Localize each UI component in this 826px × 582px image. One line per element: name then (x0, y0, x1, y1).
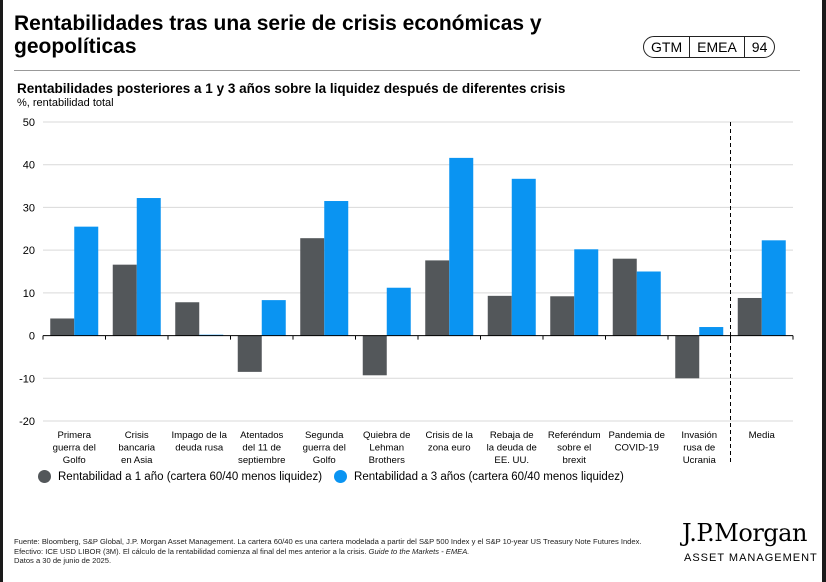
x-category-label: Crisis bancaria en Asia (118, 430, 155, 466)
x-category-label: Rebaja de la deuda de EE. UU. (487, 430, 537, 466)
source-footnote: Fuente: Bloomberg, S&P Global, J.P. Morg… (14, 537, 654, 566)
jpmorgan-logo-subtitle: ASSET MANAGEMENT (684, 552, 818, 564)
legend-swatch-1y (38, 470, 51, 483)
x-category-label-line: Segunda (305, 430, 344, 441)
footnote-date: Datos a 30 de junio de 2025. (14, 556, 112, 565)
bar-1y-11 (675, 335, 700, 379)
bar-3y-8 (511, 178, 536, 336)
title-divider (14, 70, 800, 71)
bar-1y-4 (237, 335, 262, 372)
bar-1y-5 (300, 238, 325, 336)
x-category-label-line: Golfo (313, 455, 336, 466)
right-frame-border (822, 0, 826, 582)
gtm-badge: GTM EMEA 94 (643, 36, 776, 58)
bar-1y-3 (175, 302, 200, 336)
badge-region: EMEA (689, 37, 744, 57)
legend-item-1y: Rentabilidad a 1 año (cartera 60/40 meno… (38, 470, 322, 483)
bar-1y-12 (737, 297, 762, 336)
x-category-label-line: Rebaja de (490, 430, 534, 441)
x-category-label-line: Lehman (369, 443, 404, 454)
y-tick-label: -20 (19, 416, 35, 428)
x-category-label-line: bancaria (118, 443, 155, 454)
bar-1y-8 (487, 295, 512, 336)
bar-3y-12 (761, 240, 786, 336)
y-tick-label: 20 (23, 245, 35, 257)
x-category-label-line: Media (749, 430, 776, 441)
x-category-label-line: Brothers (369, 455, 405, 466)
x-category-label-line: guerra del (303, 443, 346, 454)
y-tick-label: 40 (23, 160, 35, 172)
page-title: Rentabilidades tras una serie de crisis … (14, 12, 542, 58)
bar-3y-11 (699, 327, 724, 336)
legend-label-1y: Rentabilidad a 1 año (cartera 60/40 meno… (58, 470, 323, 483)
badge-gtm: GTM (651, 39, 683, 55)
x-category-label-line: zona euro (428, 443, 471, 454)
x-category-label-line: Pandemia de (608, 430, 665, 441)
bar-1y-1 (50, 318, 75, 336)
y-tick-label: 0 (29, 331, 35, 343)
y-tick-label: 10 (23, 288, 35, 300)
bar-3y-2 (136, 198, 161, 336)
bar-1y-6 (362, 335, 387, 376)
x-category-label: Media (749, 430, 776, 441)
chart-y-axis-label: %, rentabilidad total (17, 97, 114, 109)
x-category-label-line: la deuda de (487, 443, 537, 454)
bar-3y-4 (261, 300, 286, 336)
bar-3y-1 (74, 226, 99, 336)
x-category-label: Quiebra de Lehman Brothers (363, 430, 410, 466)
x-category-label-line: Atentados (240, 430, 283, 441)
y-tick-label: 30 (23, 202, 35, 214)
x-category-label-line: guerra del (53, 443, 96, 454)
bar-3y-9 (574, 249, 599, 336)
x-category-label-line: Referéndum (548, 430, 601, 441)
y-tick-label: 50 (23, 117, 35, 129)
x-category-label: Primera guerra del Golfo (53, 430, 96, 466)
x-category-label-line: Invasión (681, 430, 717, 441)
x-category-label: Impago de la deuda rusa (172, 430, 228, 454)
x-category-label-line: Crisis (125, 430, 149, 441)
jpmorgan-logo: J.P.Morgan (682, 519, 807, 547)
badge-page-number: 94 (743, 37, 775, 57)
footnote-guide: Guide to the Markets - EMEA. (368, 546, 470, 556)
x-category-label-line: COVID-19 (615, 443, 659, 454)
x-category-label-line: deuda rusa (175, 443, 224, 454)
x-category-label: Referéndum sobre el brexit (548, 430, 601, 466)
x-category-label: Pandemia de COVID-19 (608, 430, 665, 454)
x-category-label-line: sobre el (557, 443, 591, 454)
x-category-label-line: Quiebra de (363, 430, 410, 441)
footnote-source: Fuente: Bloomberg, S&P Global, J.P. Morg… (14, 537, 642, 556)
x-category-label: Atentados del 11 de septiembre (238, 430, 285, 466)
x-category-label-line: en Asia (121, 455, 153, 466)
x-category-label-line: brexit (563, 455, 587, 466)
x-category-label: Invasión rusa de Ucrania (681, 430, 717, 466)
x-category-label-line: rusa de (683, 443, 715, 454)
bar-3y-5 (324, 201, 349, 336)
x-category-label-line: Crisis de la (426, 430, 474, 441)
bar-1y-9 (550, 296, 575, 336)
x-category-label-line: Primera (57, 430, 91, 441)
x-category-label-line: Ucrania (683, 455, 717, 466)
x-category-label-line: EE. UU. (494, 455, 529, 466)
x-category-label-line: Impago de la (172, 430, 228, 441)
bar-1y-2 (112, 264, 137, 336)
legend-label-3y: Rentabilidad a 3 años (cartera 60/40 men… (354, 470, 624, 483)
left-frame-border (0, 0, 3, 582)
x-category-label-line: del 11 de (242, 443, 281, 454)
bar-1y-10 (612, 258, 637, 336)
chart-title: Rentabilidades posteriores a 1 y 3 años … (17, 81, 566, 96)
bar-3y-7 (449, 157, 474, 336)
chart-legend: Rentabilidad a 1 año (cartera 60/40 meno… (38, 470, 636, 483)
y-tick-label: -10 (19, 373, 35, 385)
legend-item-3y: Rentabilidad a 3 años (cartera 60/40 men… (334, 470, 624, 483)
x-category-label-line: septiembre (238, 455, 285, 466)
legend-swatch-3y (334, 470, 348, 483)
x-category-label-line: Golfo (63, 455, 86, 466)
x-category-label: Crisis de la zona euro (426, 430, 474, 454)
x-category-label: Segunda guerra del Golfo (303, 430, 346, 466)
bar-1y-7 (425, 260, 450, 336)
bar-3y-10 (636, 271, 661, 336)
bar-3y-6 (386, 287, 411, 336)
